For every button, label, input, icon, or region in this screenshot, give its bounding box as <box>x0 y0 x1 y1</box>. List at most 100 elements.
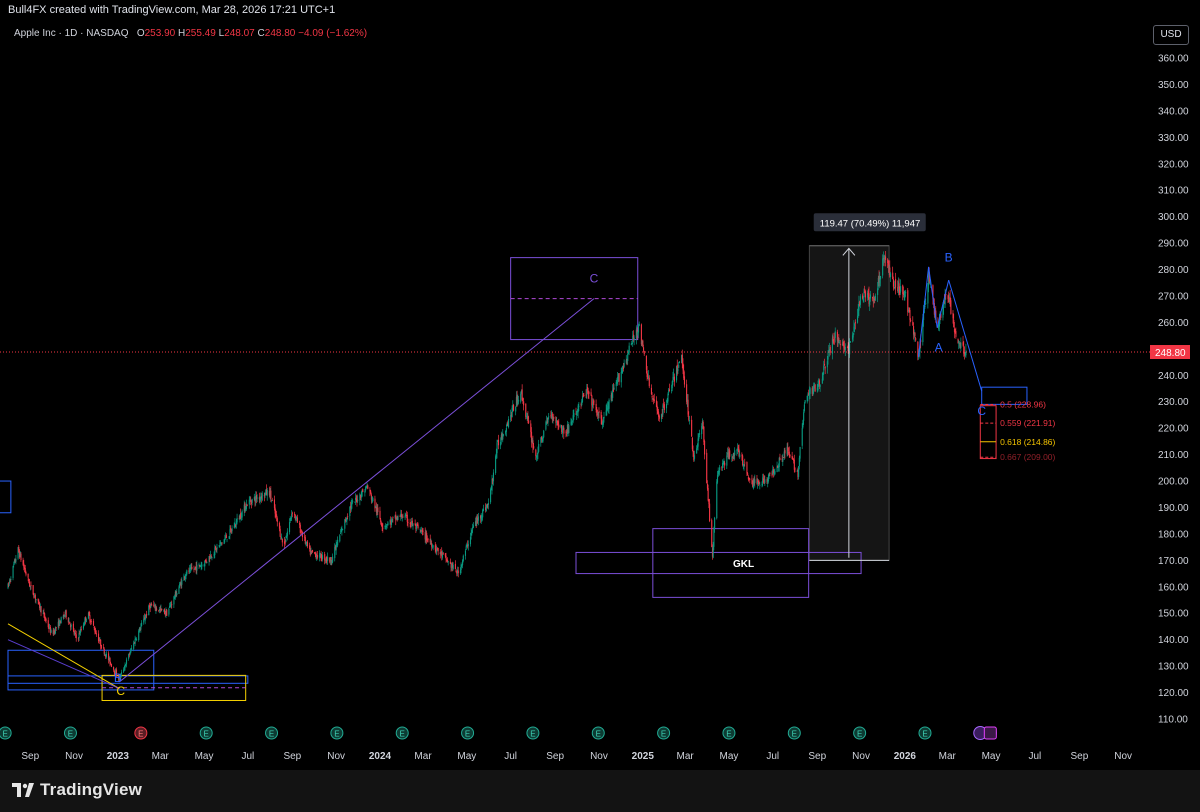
candle-body <box>801 428 803 446</box>
candle-body <box>118 677 120 681</box>
candle-body <box>672 376 674 383</box>
candle-body <box>707 488 709 501</box>
candle-body <box>561 428 563 434</box>
candle-body <box>568 425 570 434</box>
candle-body <box>392 517 394 519</box>
candle-body <box>144 617 146 621</box>
x-tick-label: Jul <box>766 751 779 762</box>
high-label: H <box>177 28 186 39</box>
candle-body <box>164 609 166 614</box>
candle-body <box>110 663 113 667</box>
candle-body <box>676 364 678 373</box>
candle-body <box>702 421 704 429</box>
candle-body <box>337 539 339 546</box>
candle-body <box>903 295 905 297</box>
candle-body <box>646 370 648 378</box>
candle-body <box>329 557 331 562</box>
candle-body <box>136 638 138 640</box>
candle-body <box>953 319 955 328</box>
candle-body <box>467 544 469 547</box>
annotation-zones-layer <box>0 245 1028 701</box>
candle-body <box>747 473 749 476</box>
candle-body <box>677 368 679 372</box>
earnings-icon <box>461 726 475 740</box>
candle-body <box>902 292 905 296</box>
candle-body <box>606 407 608 412</box>
tradingview-logo[interactable]: TradingView <box>12 780 142 800</box>
candle-body <box>963 351 966 356</box>
candle-body <box>586 387 589 391</box>
candle-body <box>108 653 110 661</box>
candle-body <box>592 402 594 404</box>
candle-body <box>826 361 828 368</box>
candle-body <box>154 605 156 610</box>
candle-body <box>290 517 292 519</box>
candle-body <box>528 420 530 424</box>
candle-body <box>912 326 915 335</box>
x-tick-label: Jul <box>504 751 517 762</box>
candle-body <box>442 552 444 555</box>
candle-body <box>857 308 859 316</box>
earnings-icon <box>722 726 736 740</box>
candle-body <box>189 567 191 569</box>
candle-body <box>545 422 547 430</box>
chart-area[interactable] <box>0 22 1200 770</box>
candle-body <box>759 484 761 486</box>
candle-body <box>954 331 956 333</box>
candle-body <box>221 542 223 544</box>
candle-body <box>125 659 128 665</box>
candle-body <box>268 490 270 496</box>
candle-body <box>139 628 141 630</box>
measure-label-bg <box>813 213 926 232</box>
x-tick-label: Nov <box>327 751 345 762</box>
earnings-letter: E <box>68 730 73 739</box>
candle-body <box>236 517 238 523</box>
candle-body <box>320 553 322 559</box>
candle-body <box>658 412 660 417</box>
candle-body <box>698 435 700 439</box>
candle-body <box>887 259 889 263</box>
candle-body <box>538 443 540 452</box>
candle-body <box>816 388 818 390</box>
high-value: 255.49 <box>185 28 216 39</box>
candle-body <box>311 550 313 552</box>
candle-body <box>522 398 524 400</box>
y-tick-label: 270.00 <box>1158 291 1189 302</box>
candle-body <box>751 478 753 484</box>
currency-button[interactable]: USD <box>1153 25 1189 45</box>
candle-body <box>402 516 404 518</box>
candle-body <box>671 381 673 389</box>
x-tick-label: Mar <box>939 751 957 762</box>
y-tick-label: 280.00 <box>1158 265 1189 276</box>
candle-body <box>279 528 281 537</box>
candle-body <box>622 366 624 369</box>
candle-body <box>84 618 86 623</box>
candle-body <box>804 400 806 403</box>
candle-body <box>273 499 276 508</box>
candle-body <box>620 371 622 383</box>
candle-body <box>377 507 379 512</box>
candle-body <box>355 497 357 501</box>
candle-body <box>615 382 617 387</box>
x-tick-label: Mar <box>677 751 695 762</box>
candle-body <box>712 545 714 558</box>
candle-body <box>370 490 372 494</box>
candle-body <box>149 606 151 609</box>
candle-body <box>617 374 619 378</box>
candle-body <box>510 415 512 420</box>
wave-label: C <box>116 684 125 698</box>
candle-body <box>415 524 417 529</box>
candle-body <box>913 333 915 336</box>
candle-body <box>560 424 562 428</box>
candle-body <box>862 299 864 301</box>
candle-body <box>54 630 56 633</box>
x-tick-label: May <box>195 751 214 762</box>
candle-body <box>10 579 12 581</box>
candle-body <box>734 450 736 456</box>
candle-body <box>678 361 681 364</box>
candle-body <box>261 493 263 501</box>
candle-body <box>776 466 778 473</box>
candle-body <box>238 518 240 520</box>
candle-body <box>319 553 321 558</box>
